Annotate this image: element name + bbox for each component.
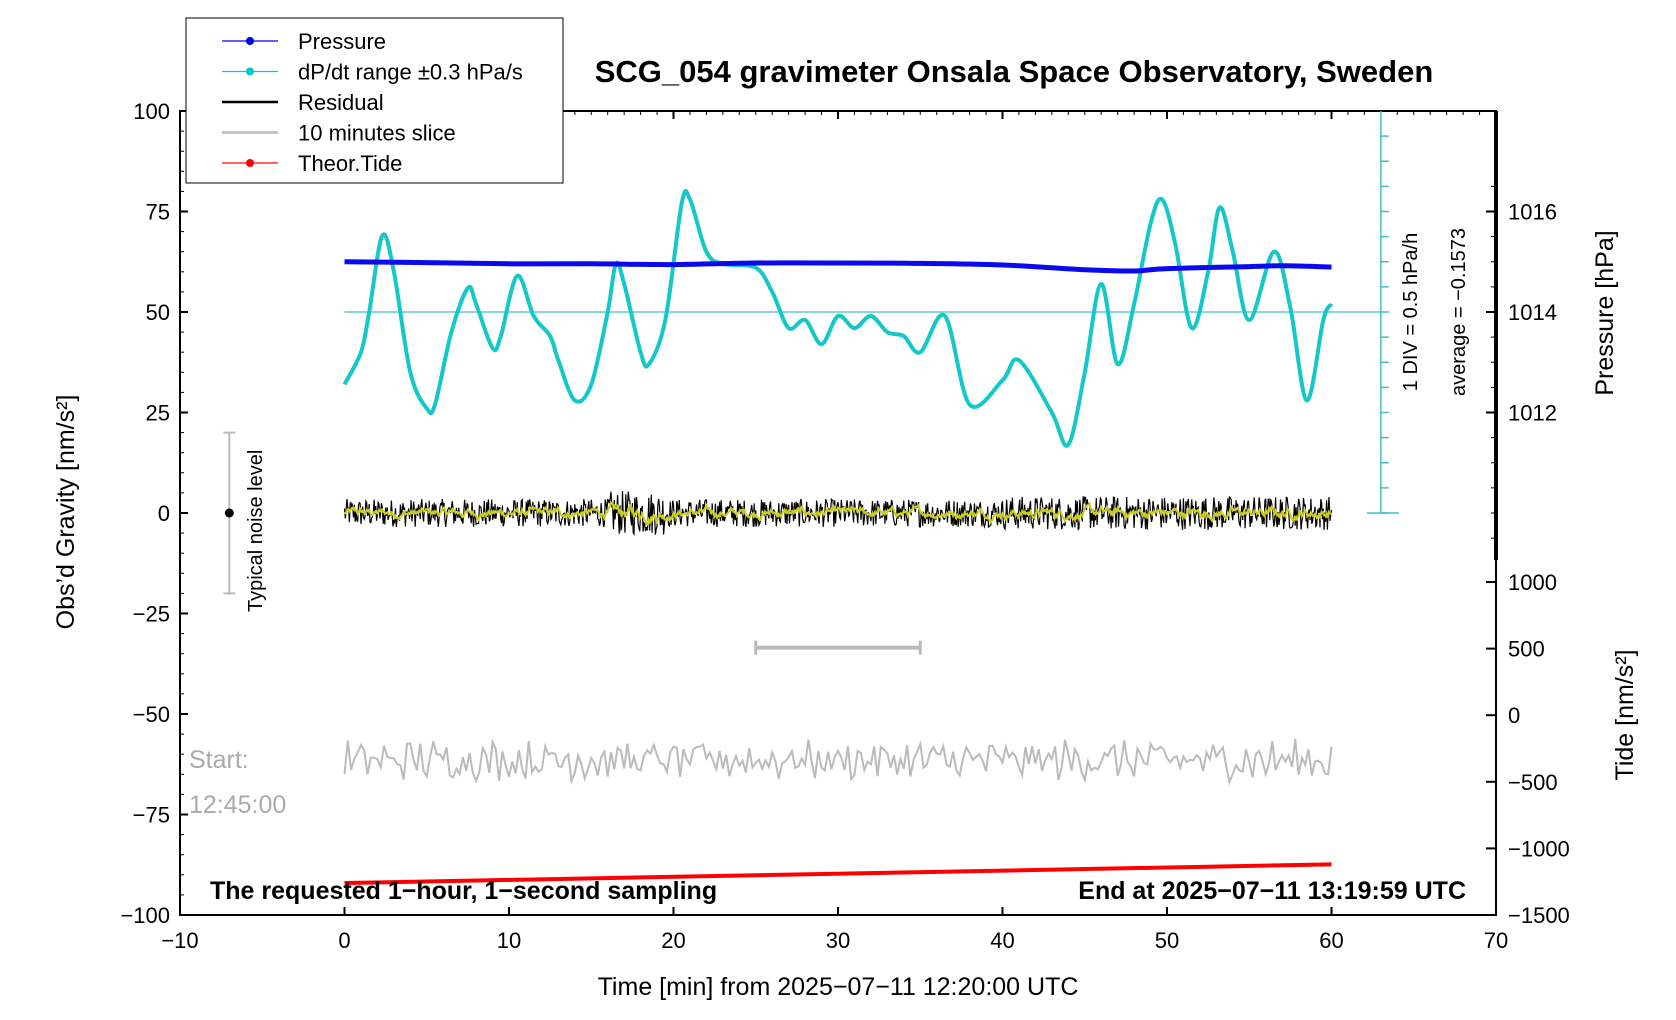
pressure-tick-label: 1012 — [1508, 401, 1557, 426]
y-axis-gravity: −100 −75 −50 −25 0 25 50 75 100 — [120, 99, 188, 928]
x-tick-label: 70 — [1484, 928, 1508, 953]
y-axis-tide: −1500 −1000 −500 0 500 1000 — [1486, 570, 1570, 928]
chart-title: SCG_054 gravimeter Onsala Space Observat… — [595, 54, 1434, 89]
y-tick-label: 0 — [158, 501, 170, 526]
legend-label: 10 minutes slice — [298, 121, 456, 146]
typical-noise-level — [223, 431, 236, 595]
noise-center-dot — [224, 508, 234, 518]
slice-range-bar — [754, 640, 922, 655]
tide-tick-label: −500 — [1508, 770, 1558, 795]
y-tick-label: 50 — [146, 300, 170, 325]
legend-marker — [246, 37, 254, 45]
sampling-note: The requested 1−hour, 1−second sampling — [210, 877, 717, 905]
x-tick-label: −10 — [161, 928, 198, 953]
y-tick-label: 75 — [146, 200, 170, 225]
tide-tick-label: 500 — [1508, 637, 1545, 662]
pressure-tick-label: 1014 — [1508, 300, 1557, 325]
y-tick-label: 100 — [133, 99, 170, 124]
y-tick-label: 25 — [146, 401, 170, 426]
series-residual-smooth — [343, 501, 1333, 526]
x-axis: −10 0 10 20 30 40 50 60 70 — [161, 111, 1508, 953]
legend: Pressure dP/dt range ±0.3 hPa/s Residual 10… — [185, 17, 564, 184]
y-axis-pressure: 1012 1014 1016 — [1486, 111, 1557, 560]
legend-label: Residual — [298, 90, 384, 115]
start-label: Start: — [189, 746, 249, 774]
x-axis-label: Time [min] from 2025−07−11 12:20:00 UTC — [598, 973, 1079, 1001]
noise-level-label: Typical noise level — [245, 450, 267, 612]
y-tick-label: −100 — [120, 903, 170, 928]
x-tick-label: 60 — [1319, 928, 1343, 953]
legend-label: dP/dt range ±0.3 hPa/s — [298, 60, 523, 85]
series-pressure — [344, 259, 1332, 274]
y-tick-label: −75 — [133, 803, 170, 828]
legend-marker — [246, 67, 254, 76]
legend-label: Theor.Tide — [298, 151, 402, 176]
x-tick-label: 20 — [661, 928, 685, 953]
tide-tick-label: 1000 — [1508, 570, 1557, 595]
legend-label: Pressure — [298, 29, 386, 54]
x-tick-label: 50 — [1155, 928, 1179, 953]
x-tick-label: 40 — [990, 928, 1014, 953]
tide-tick-label: 0 — [1508, 703, 1520, 728]
div-annotation: 1 DIV = 0.5 hPa/h — [1400, 233, 1422, 391]
x-tick-label: 10 — [497, 928, 521, 953]
tide-tick-label: −1000 — [1508, 836, 1570, 861]
legend-box — [185, 17, 564, 184]
series-theor-tide — [344, 862, 1332, 886]
y-tick-label: −25 — [133, 602, 170, 627]
average-annotation: average = −0.1573 — [1448, 228, 1470, 396]
y-tick-label: −50 — [133, 702, 170, 727]
start-time: 12:45:00 — [189, 791, 286, 819]
legend-marker — [246, 159, 254, 167]
end-time-note: End at 2025−07−11 13:19:59 UTC — [1078, 877, 1466, 905]
y-axis-label-gravity: Obs’d Gravity [nm/s²] — [52, 395, 80, 630]
series-10min-slice — [343, 738, 1333, 786]
y-axis-label-tide: Tide [nm/s²] — [1611, 649, 1639, 780]
pressure-tick-label: 1016 — [1508, 200, 1557, 225]
series-dpdt — [342, 188, 1334, 448]
x-tick-label: 0 — [338, 928, 350, 953]
x-tick-label: 30 — [826, 928, 850, 953]
y-axis-label-pressure: Pressure [hPa] — [1591, 230, 1619, 395]
series-residual — [343, 491, 1333, 537]
tide-tick-label: −1500 — [1508, 903, 1570, 928]
